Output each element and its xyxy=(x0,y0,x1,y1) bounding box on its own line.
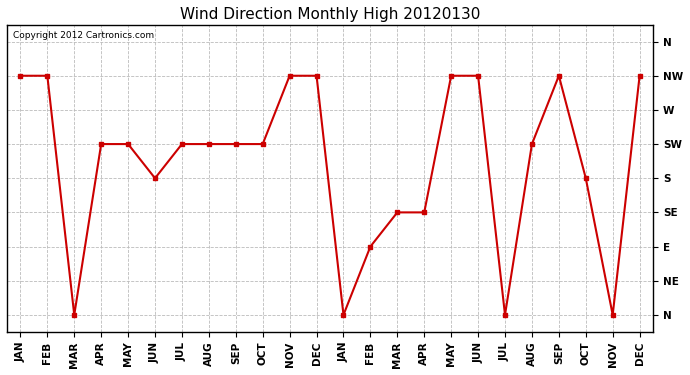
Title: Wind Direction Monthly High 20120130: Wind Direction Monthly High 20120130 xyxy=(180,7,480,22)
Text: Copyright 2012 Cartronics.com: Copyright 2012 Cartronics.com xyxy=(13,31,155,40)
